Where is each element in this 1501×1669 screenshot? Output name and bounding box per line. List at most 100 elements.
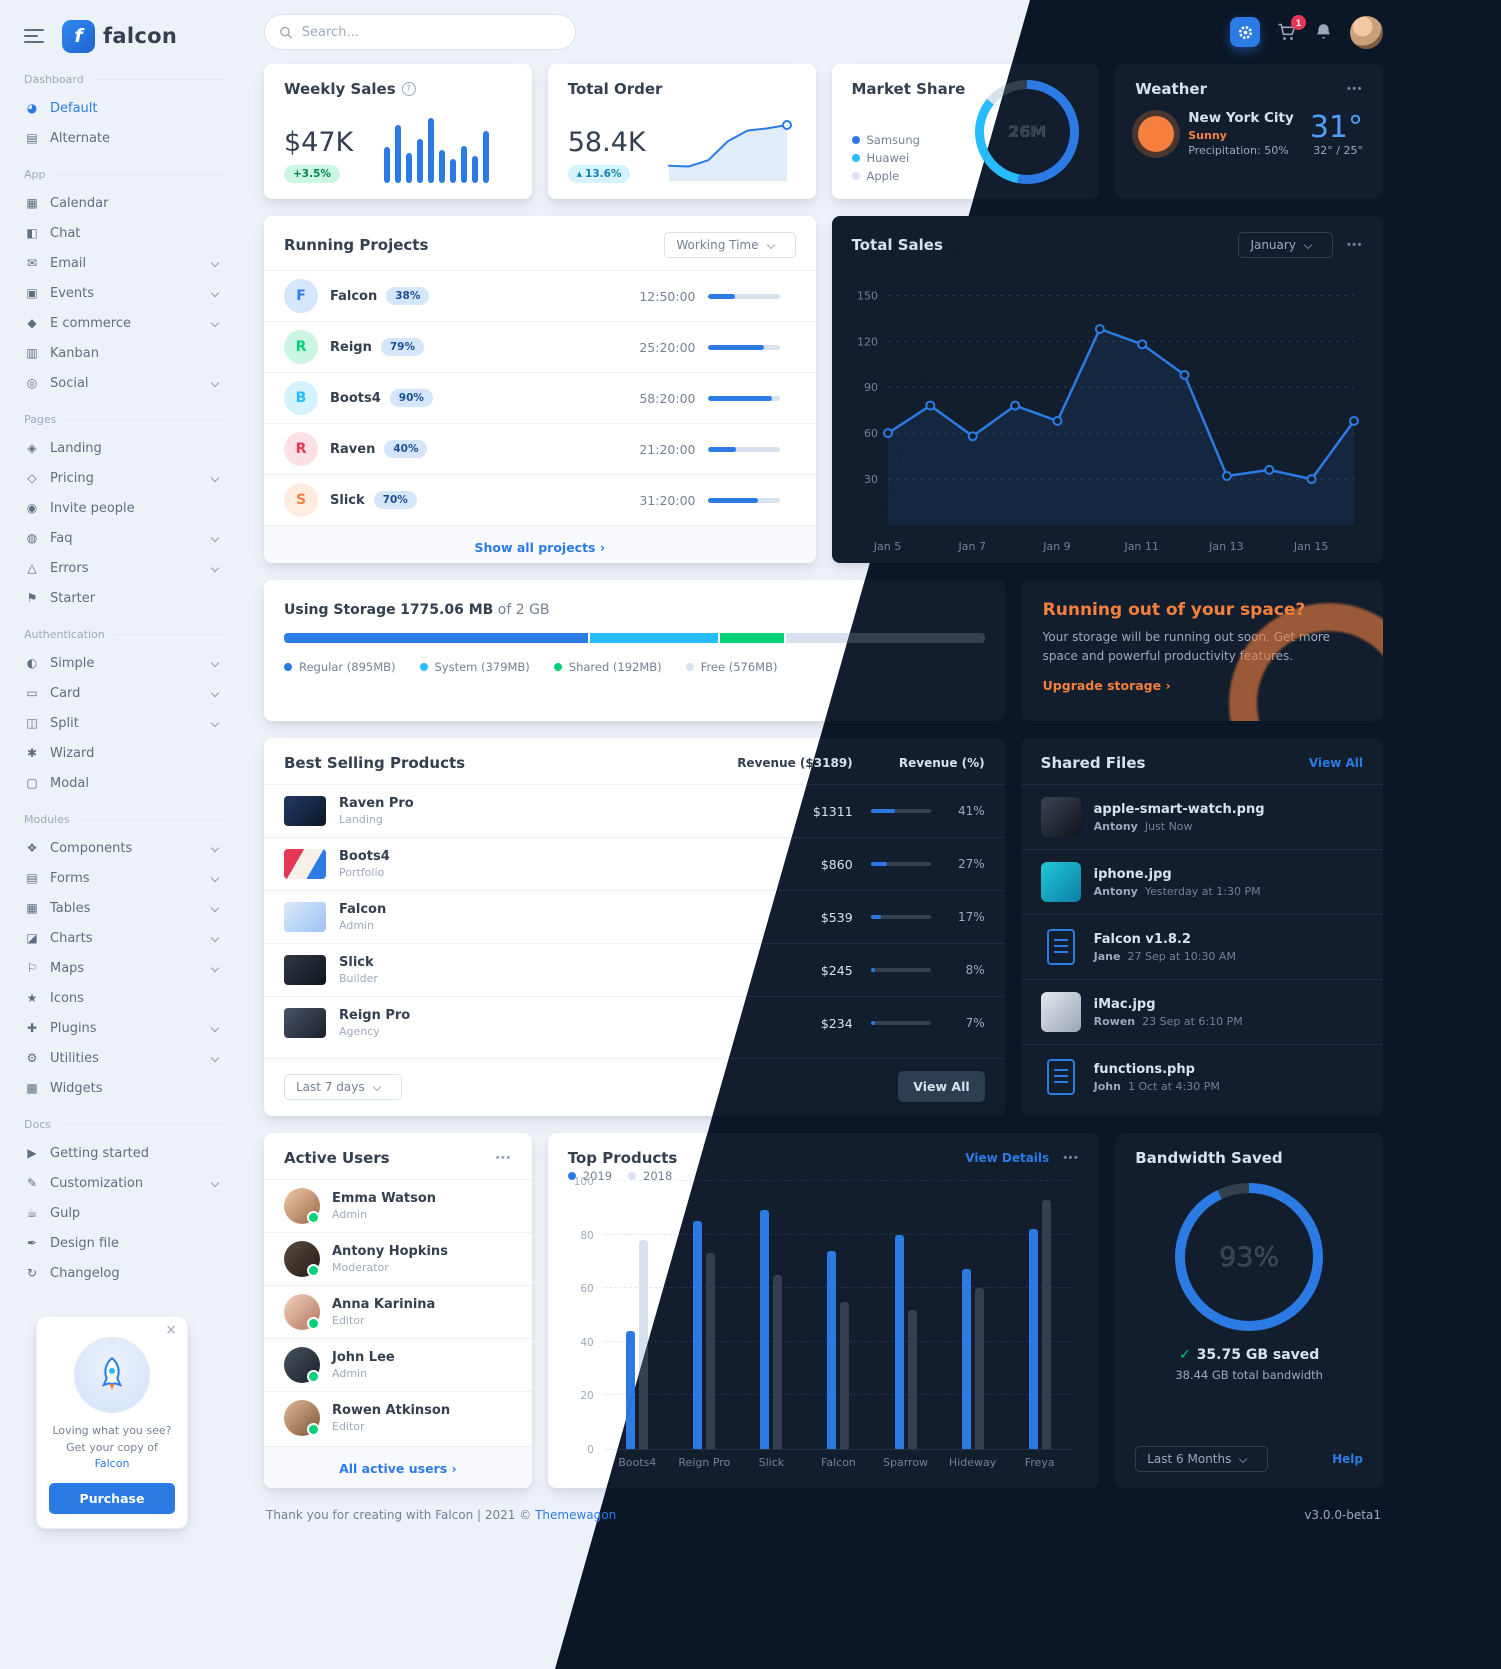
user-name[interactable]: Antony Hopkins — [332, 1244, 448, 1259]
file-name[interactable]: functions.php — [1093, 1061, 1195, 1077]
project-name[interactable]: Raven — [330, 441, 376, 457]
product-name[interactable]: Boots4 — [339, 849, 390, 864]
user-name[interactable]: John Lee — [332, 1350, 395, 1365]
info-icon[interactable]: ? — [401, 82, 416, 96]
sidebar-item-modal[interactable]: ▢ Modal — [24, 768, 228, 798]
sidebar-item-label: Events — [50, 285, 95, 301]
product-thumbnail — [284, 955, 326, 985]
chevron-down-icon — [210, 718, 220, 728]
more-options-button[interactable]: ••• — [1346, 83, 1363, 95]
project-name[interactable]: Falcon — [330, 288, 378, 304]
legend-item[interactable]: 2019 — [567, 1169, 612, 1183]
sidebar-item-pricing[interactable]: ◇ Pricing — [24, 463, 228, 493]
range-select[interactable]: Last 6 Months — [1135, 1446, 1269, 1472]
user-row: Emma Watson Admin — [264, 1179, 532, 1232]
brand-name: falcon — [103, 24, 178, 48]
falcon-logo[interactable]: f falcon — [62, 19, 178, 53]
settings-button[interactable] — [1230, 17, 1260, 47]
user-name[interactable]: Emma Watson — [332, 1191, 437, 1206]
sidebar-item-invite-people[interactable]: ◉ Invite people — [24, 493, 228, 523]
project-name[interactable]: Reign — [330, 339, 372, 355]
product-category: Agency — [339, 1025, 380, 1038]
sidebar-item-default[interactable]: ◕ Default — [24, 93, 228, 123]
sidebar-item-alternate[interactable]: ▤ Alternate — [24, 123, 228, 153]
sidebar-item-card[interactable]: ▭ Card — [24, 678, 228, 708]
sidebar-item-customization[interactable]: ✎ Customization — [24, 1168, 228, 1198]
view-details-link[interactable]: View Details — [965, 1151, 1050, 1165]
upgrade-storage-link[interactable]: Upgrade storage › — [1042, 678, 1171, 694]
user-name[interactable]: Anna Karinina — [332, 1297, 436, 1312]
project-name[interactable]: Boots4 — [330, 390, 381, 406]
sidebar-item-simple[interactable]: ◐ Simple — [24, 648, 228, 678]
user-avatar[interactable] — [1350, 15, 1383, 49]
sidebar-item-errors[interactable]: △ Errors — [24, 553, 228, 583]
more-options-button[interactable]: ••• — [495, 1152, 512, 1164]
select-value: January — [1250, 238, 1296, 252]
footer-text: Thank you for creating with Falcon | 202… — [266, 1508, 616, 1522]
project-name[interactable]: Slick — [330, 492, 365, 508]
sidebar-item-calendar[interactable]: ▦ Calendar — [24, 188, 228, 218]
cart-button[interactable]: 1 — [1278, 15, 1306, 41]
file-name[interactable]: Falcon v1.8.2 — [1093, 931, 1191, 947]
y-axis-label: 80 — [580, 1229, 594, 1242]
card-title: Total Sales — [851, 236, 943, 254]
period-select[interactable]: Last 7 days — [284, 1073, 402, 1100]
widgets-icon: ▩ — [26, 1081, 38, 1095]
file-name[interactable]: iMac.jpg — [1093, 996, 1156, 1012]
view-all-link[interactable]: View All — [1308, 756, 1363, 770]
file-time: 23 Sep at 6:10 PM — [1135, 1014, 1243, 1028]
sidebar-item-widgets[interactable]: ▩ Widgets — [24, 1073, 228, 1103]
sidebar-item-getting-started[interactable]: ▶ Getting started — [24, 1138, 228, 1168]
sidebar-item-social[interactable]: ◎ Social — [24, 368, 228, 398]
legend-item[interactable]: 2018 — [628, 1169, 672, 1183]
sidebar-item-faq[interactable]: ◍ Faq — [24, 523, 228, 553]
sidebar-item-landing[interactable]: ◈ Landing — [24, 433, 228, 463]
product-name[interactable]: Reign Pro — [339, 1008, 411, 1023]
sidebar-item-maps[interactable]: ⚐ Maps — [24, 953, 228, 983]
sidebar-item-email[interactable]: ✉ Email — [24, 248, 228, 278]
sidebar-item-wizard[interactable]: ✱ Wizard — [24, 738, 228, 768]
file-name[interactable]: apple-smart-watch.png — [1093, 801, 1265, 817]
x-axis-label: Jan 5 — [873, 540, 902, 553]
sidebar-item-split[interactable]: ◫ Split — [24, 708, 228, 738]
help-link[interactable]: Help — [1332, 1452, 1363, 1466]
sidebar-item-starter[interactable]: ⚑ Starter — [24, 583, 228, 613]
close-icon[interactable]: × — [165, 1322, 177, 1338]
sidebar-item-components[interactable]: ❖ Components — [24, 833, 228, 863]
user-name[interactable]: Rowen Atkinson — [332, 1403, 451, 1418]
notifications-button[interactable] — [1315, 23, 1332, 41]
view-all-button[interactable]: View All — [898, 1071, 985, 1102]
falcon-link[interactable]: Falcon — [94, 1457, 130, 1470]
product-name[interactable]: Falcon — [339, 902, 387, 917]
bar-2018 — [773, 1274, 783, 1449]
sidebar-item-kanban[interactable]: ▥ Kanban — [24, 338, 228, 368]
sidebar-item-e-commerce[interactable]: ◆ E commerce — [24, 308, 228, 338]
sidebar-item-changelog[interactable]: ↻ Changelog — [24, 1258, 228, 1288]
more-options-button[interactable]: ••• — [1063, 1152, 1080, 1164]
working-time-select[interactable]: Working Time — [664, 232, 796, 258]
file-name[interactable]: iphone.jpg — [1093, 866, 1172, 882]
month-select[interactable]: January — [1238, 232, 1333, 258]
product-name[interactable]: Slick — [339, 955, 374, 970]
sidebar-item-forms[interactable]: ▤ Forms — [24, 863, 228, 893]
sidebar-item-plugins[interactable]: ✚ Plugins — [24, 1013, 228, 1043]
show-all-projects-link[interactable]: Show all projects › — [474, 540, 606, 555]
sidebar-item-utilities[interactable]: ⚙ Utilities — [24, 1043, 228, 1073]
menu-toggle-icon[interactable] — [24, 29, 44, 43]
themewagon-link[interactable]: Themewagon — [535, 1508, 617, 1522]
product-name[interactable]: Raven Pro — [339, 796, 414, 811]
chevron-down-icon — [210, 1023, 220, 1033]
all-active-users-link[interactable]: All active users › — [339, 1461, 457, 1476]
purchase-button[interactable]: Purchase — [49, 1482, 175, 1514]
sidebar-item-charts[interactable]: ◪ Charts — [24, 923, 228, 953]
sidebar-item-tables[interactable]: ▦ Tables — [24, 893, 228, 923]
more-options-button[interactable]: ••• — [1346, 239, 1363, 251]
divider — [77, 819, 228, 820]
sidebar-item-events[interactable]: ▣ Events — [24, 278, 228, 308]
sidebar-item-chat[interactable]: ◧ Chat — [24, 218, 228, 248]
x-axis-label: Jan 11 — [1124, 540, 1159, 553]
sidebar-item-icons[interactable]: ★ Icons — [24, 983, 228, 1013]
search-input[interactable] — [301, 24, 561, 40]
sidebar-item-design-file[interactable]: ✒ Design file — [24, 1228, 228, 1258]
sidebar-item-gulp[interactable]: ☕ Gulp — [24, 1198, 228, 1228]
